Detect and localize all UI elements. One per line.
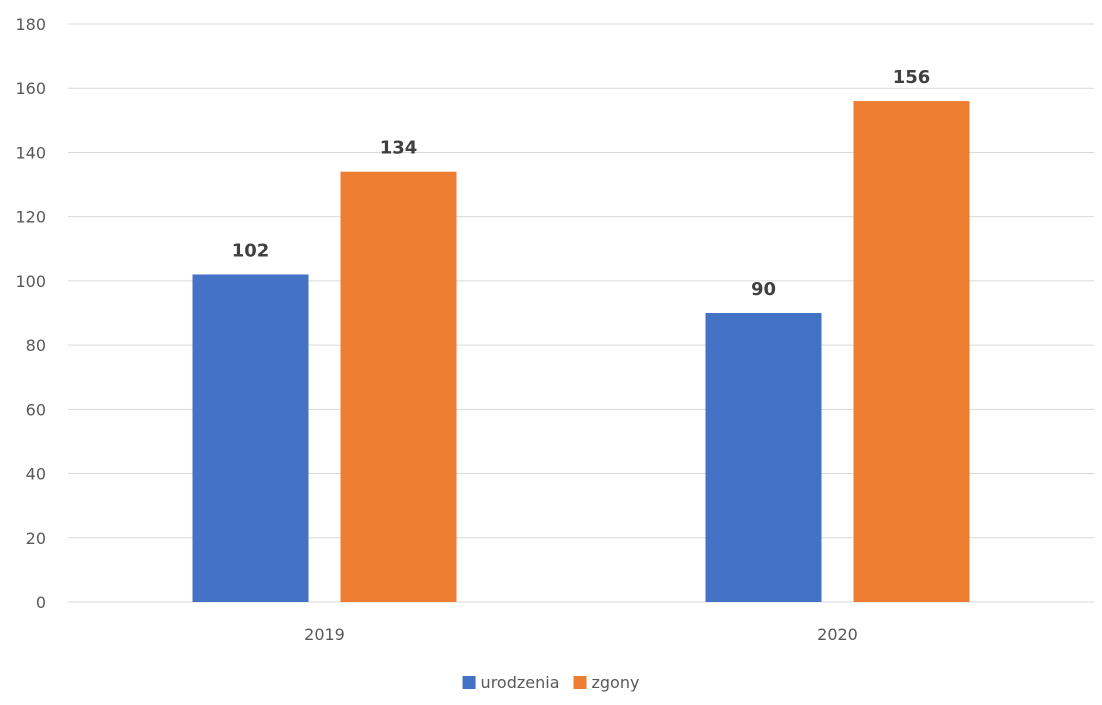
y-tick-label: 180 <box>15 15 46 34</box>
y-tick-label: 80 <box>26 336 46 355</box>
y-tick-label: 40 <box>26 465 46 484</box>
data-label-zgony-2020: 156 <box>893 67 931 88</box>
legend-swatch-urodzenia <box>462 676 476 689</box>
y-tick-label: 60 <box>26 400 46 419</box>
y-tick-label: 20 <box>26 529 46 548</box>
bar-urodzenia-2019[interactable] <box>192 274 309 602</box>
bar-zgony-2019[interactable] <box>340 171 457 602</box>
x-axis-categories: 2019 2020 <box>304 625 858 644</box>
x-category-label: 2019 <box>304 625 345 644</box>
y-tick-label: 0 <box>36 593 46 612</box>
y-axis-ticks: 0 20 40 60 80 100 120 140 160 180 <box>15 15 46 612</box>
bars <box>192 101 970 603</box>
data-label-zgony-2019: 134 <box>380 138 418 159</box>
y-tick-label: 140 <box>15 143 46 162</box>
data-label-urodzenia-2020: 90 <box>751 279 776 300</box>
bar-zgony-2020[interactable] <box>853 101 970 603</box>
data-labels: 102 134 90 156 <box>232 67 931 300</box>
legend-swatch-zgony <box>573 676 587 689</box>
x-category-label: 2020 <box>817 625 858 644</box>
y-tick-label: 160 <box>15 79 46 98</box>
y-tick-label: 120 <box>15 208 46 227</box>
legend-label-urodzenia: urodzenia <box>481 673 560 692</box>
legend-label-zgony: zgony <box>592 673 640 692</box>
data-label-urodzenia-2019: 102 <box>232 240 270 261</box>
y-tick-label: 100 <box>15 272 46 291</box>
bar-urodzenia-2020[interactable] <box>705 313 822 602</box>
legend: urodzenia zgony <box>462 673 640 692</box>
